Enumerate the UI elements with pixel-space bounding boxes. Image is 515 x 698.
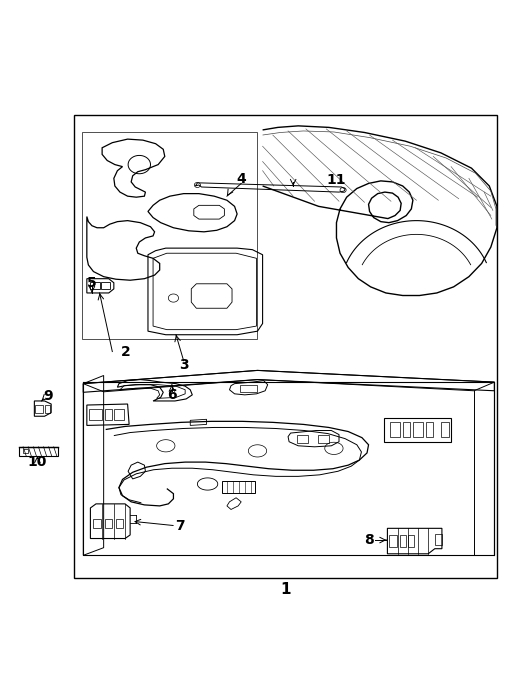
Bar [441, 422, 449, 437]
Bar [318, 435, 329, 443]
Bar [400, 535, 406, 547]
Bar [222, 482, 255, 493]
Bar [389, 535, 397, 547]
Bar [82, 133, 258, 339]
Text: 3: 3 [179, 358, 188, 372]
Bar [114, 409, 124, 420]
Bar [413, 422, 423, 437]
Text: 2: 2 [121, 345, 131, 359]
Bar [105, 409, 112, 420]
Bar [403, 422, 410, 437]
Text: 8: 8 [364, 533, 373, 547]
Bar [116, 519, 123, 528]
Bar [100, 282, 110, 289]
Text: 6: 6 [167, 388, 177, 402]
Bar [297, 435, 308, 443]
Bar [23, 450, 28, 453]
Text: 10: 10 [28, 455, 47, 469]
Bar [105, 519, 112, 528]
Bar [408, 535, 414, 547]
Bar [435, 534, 442, 545]
Bar [425, 422, 433, 437]
Text: 5: 5 [87, 276, 97, 290]
Bar [74, 114, 497, 578]
Bar [90, 409, 102, 420]
Bar [45, 405, 49, 413]
Bar [83, 382, 494, 556]
Text: 9: 9 [43, 389, 53, 403]
Text: 7: 7 [175, 519, 185, 533]
Bar [239, 385, 258, 392]
Bar [91, 282, 99, 289]
Bar [93, 519, 100, 528]
Bar [390, 422, 400, 437]
Text: 4: 4 [236, 172, 246, 186]
Text: 11: 11 [327, 173, 346, 187]
Bar [36, 405, 43, 413]
Text: 1: 1 [280, 582, 291, 597]
